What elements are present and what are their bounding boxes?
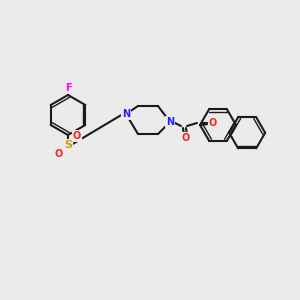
Text: O: O [55,149,63,159]
Text: N: N [166,117,174,127]
Text: O: O [73,131,81,141]
Text: F: F [65,83,71,93]
Text: N: N [122,109,130,119]
Text: O: O [209,118,217,128]
Text: S: S [64,140,72,150]
Text: O: O [182,133,190,143]
